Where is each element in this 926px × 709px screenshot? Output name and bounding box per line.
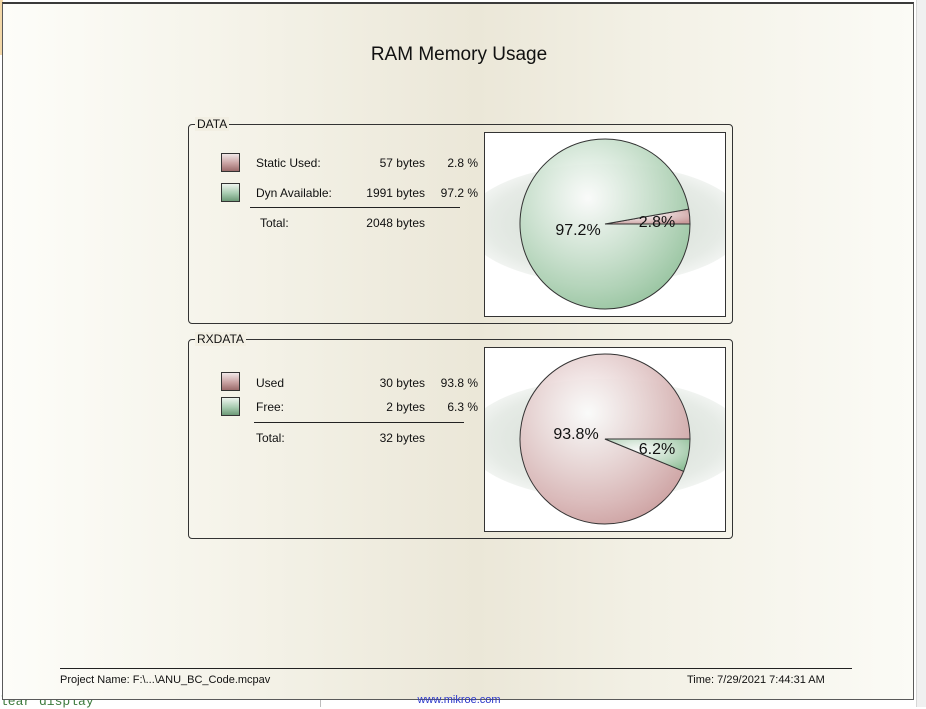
footer-time: Time: 7/29/2021 7:44:31 AM (687, 674, 825, 686)
pie-label-2: 2.8% (639, 214, 675, 231)
footer-divider (60, 668, 852, 669)
memory-usage-report: RAM Memory Usage DATA Static Used: 57 by… (2, 2, 914, 706)
dyn-available-label: Dyn Available: (256, 186, 332, 200)
static-used-row: Static Used: 57 bytes 2.8 % (189, 156, 489, 172)
group-rxdata: RXDATA Used 30 bytes 93.8 % Free: 2 byte… (188, 332, 733, 539)
dyn-available-bytes: 1991 bytes (366, 186, 425, 200)
footer-url-link[interactable]: www.mikroe.com (417, 694, 501, 706)
group-data: DATA Static Used: 57 bytes 2.8 % Dyn Ava… (188, 117, 733, 324)
rx-total-row: Total: 32 bytes (189, 431, 489, 447)
data-pie-chart: 97.2% 2.8% (484, 132, 726, 317)
rx-total-divider (254, 422, 464, 423)
free-swatch (221, 397, 240, 416)
pie-slice-2 (604, 438, 691, 472)
rxdata-pie-svg: 93.8% 6.2% (485, 353, 725, 525)
static-used-pct: 2.8 % (447, 156, 478, 170)
pie-label-1: 93.8% (553, 426, 598, 443)
static-used-label: Static Used: (256, 156, 321, 170)
total-divider (250, 207, 460, 208)
dyn-available-pct: 97.2 % (440, 186, 478, 200)
data-total-value: 2048 bytes (366, 216, 425, 230)
group-data-label: DATA (195, 117, 230, 131)
used-bytes: 30 bytes (379, 376, 425, 390)
rxdata-pie-chart: 93.8% 6.2% (484, 347, 726, 532)
pie-slice-2 (519, 138, 691, 310)
static-used-swatch (221, 153, 240, 172)
report-title: RAM Memory Usage (370, 44, 548, 65)
static-used-bytes: 57 bytes (379, 156, 425, 170)
footer-project-name: Project Name: F:\...\ANU_BC_Code.mcpav (60, 674, 271, 686)
data-total-row: Total: 2048 bytes (189, 216, 489, 232)
free-pct: 6.3 % (447, 400, 478, 414)
data-total-label: Total: (260, 216, 289, 230)
group-rxdata-label: RXDATA (195, 332, 246, 346)
rx-total-label: Total: (256, 431, 285, 445)
editor-scrollbar[interactable] (916, 0, 926, 707)
free-label: Free: (256, 400, 285, 414)
rx-total-value: 32 bytes (379, 431, 425, 445)
pie-label-2: 6.2% (639, 441, 675, 458)
dyn-available-row: Dyn Available: 1991 bytes 97.2 % (189, 186, 489, 202)
used-swatch (221, 372, 240, 391)
used-row: Used 30 bytes 93.8 % (189, 376, 489, 392)
free-bytes: 2 bytes (386, 400, 425, 414)
used-label: Used (256, 376, 285, 390)
dyn-available-swatch (221, 183, 240, 202)
pie-label-1: 97.2% (555, 222, 600, 239)
used-pct: 93.8 % (440, 376, 478, 390)
free-row: Free: 2 bytes 6.3 % (189, 400, 489, 416)
editor-gutter-marker (0, 0, 3, 55)
data-pie-svg: 97.2% 2.8% (485, 138, 725, 310)
